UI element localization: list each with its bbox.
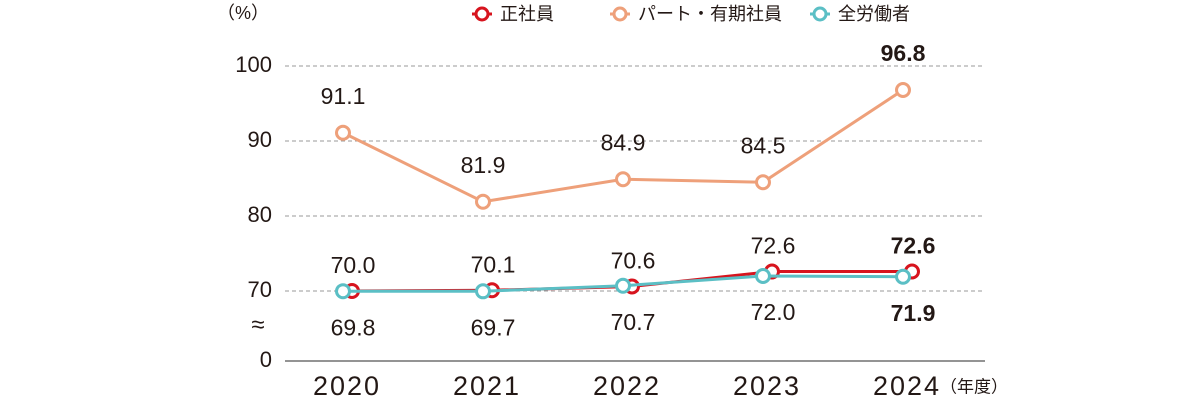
value-label: 84.9 — [601, 129, 646, 155]
value-label: 72.6 — [751, 233, 796, 259]
value-label: 69.8 — [331, 314, 376, 340]
x-tick-label: 2022 — [593, 371, 661, 401]
y-tick-label: 100 — [235, 52, 272, 77]
point — [475, 283, 491, 300]
value-label: 96.8 — [881, 40, 926, 66]
value-label: 69.7 — [471, 314, 516, 340]
point — [475, 193, 491, 210]
point — [615, 277, 631, 294]
legend-marker — [474, 6, 490, 22]
x-axis-label: （年度） — [940, 377, 1008, 396]
point — [615, 171, 631, 188]
value-label: 81.9 — [461, 152, 506, 178]
value-label: 84.5 — [741, 132, 786, 158]
x-tick-label: 2024 — [873, 371, 941, 401]
legend-marker — [812, 6, 828, 22]
x-tick-label: 2021 — [453, 371, 521, 401]
legend-label: 全労働者 — [838, 4, 910, 24]
legend-marker — [612, 6, 628, 22]
y-tick-label: 90 — [248, 127, 272, 152]
point — [755, 174, 771, 191]
value-label: 72.0 — [751, 299, 796, 325]
value-label: 70.0 — [331, 252, 376, 278]
value-label: 70.6 — [611, 248, 656, 274]
x-tick-label: 2020 — [313, 371, 381, 401]
point — [755, 268, 771, 284]
legend-label: 正社員 — [500, 4, 554, 24]
point — [895, 268, 911, 285]
value-label: 72.6 — [891, 233, 936, 259]
value-label: 71.9 — [891, 300, 936, 326]
value-label: 70.1 — [471, 251, 516, 277]
axis-break: ≈ — [251, 311, 264, 338]
point — [895, 82, 911, 98]
y-tick-label: 70 — [248, 277, 272, 302]
legend-label: パート・有期社員 — [638, 4, 782, 24]
x-tick-label: 2023 — [733, 371, 801, 401]
value-label: 91.1 — [321, 83, 366, 109]
y-unit-label: （%） — [217, 3, 269, 23]
y-tick-label: 0 — [260, 347, 272, 372]
y-tick-label: 80 — [248, 202, 272, 227]
value-label: 70.7 — [611, 309, 656, 335]
point — [335, 283, 351, 300]
point — [335, 124, 351, 141]
